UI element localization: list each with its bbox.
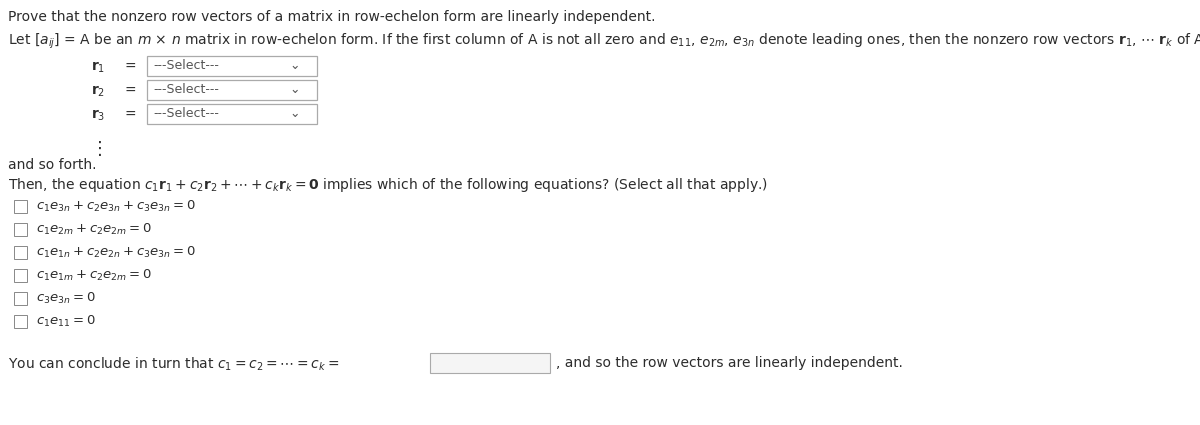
Text: ⋮: ⋮ (91, 140, 109, 158)
FancyBboxPatch shape (430, 353, 550, 373)
Text: $\mathbf{r}_1$: $\mathbf{r}_1$ (91, 60, 106, 75)
Text: Prove that the nonzero row vectors of a matrix in row-echelon form are linearly : Prove that the nonzero row vectors of a … (8, 10, 655, 24)
Text: ⌄: ⌄ (289, 83, 300, 96)
Text: You can conclude in turn that $c_1 = c_2 = \cdots = c_k = $: You can conclude in turn that $c_1 = c_2… (8, 356, 340, 374)
Text: $\mathbf{r}_2$: $\mathbf{r}_2$ (91, 84, 106, 99)
FancyBboxPatch shape (14, 223, 28, 236)
Text: , and so the row vectors are linearly independent.: , and so the row vectors are linearly in… (556, 356, 902, 370)
Text: ---Select---: ---Select--- (154, 107, 218, 120)
FancyBboxPatch shape (148, 104, 317, 124)
Text: ⌄: ⌄ (289, 107, 300, 120)
FancyBboxPatch shape (148, 56, 317, 76)
Text: Then, the equation $c_1\mathbf{r}_1 + c_2\mathbf{r}_2 + \cdots + c_k\mathbf{r}_k: Then, the equation $c_1\mathbf{r}_1 + c_… (8, 176, 768, 194)
FancyBboxPatch shape (14, 269, 28, 282)
Text: =: = (125, 108, 137, 122)
Text: Let $\left[a_{ij}\right]$ = A be an $m$ × $n$ matrix in row-echelon form. If the: Let $\left[a_{ij}\right]$ = A be an $m$ … (8, 32, 1200, 51)
FancyBboxPatch shape (14, 292, 28, 305)
Text: $c_1e_{2m} + c_2e_{2m} = 0$: $c_1e_{2m} + c_2e_{2m} = 0$ (36, 222, 151, 237)
Text: $c_1e_{3n} + c_2e_{3n} + c_3e_{3n} = 0$: $c_1e_{3n} + c_2e_{3n} + c_3e_{3n} = 0$ (36, 199, 196, 214)
Text: $\mathbf{r}_3$: $\mathbf{r}_3$ (91, 108, 106, 123)
Text: $c_1e_{1n} + c_2e_{2n} + c_3e_{3n} = 0$: $c_1e_{1n} + c_2e_{2n} + c_3e_{3n} = 0$ (36, 245, 196, 260)
FancyBboxPatch shape (14, 315, 28, 328)
Text: =: = (125, 84, 137, 98)
Text: ---Select---: ---Select--- (154, 59, 218, 72)
FancyBboxPatch shape (14, 200, 28, 213)
FancyBboxPatch shape (14, 246, 28, 259)
FancyBboxPatch shape (148, 80, 317, 100)
Text: $c_1e_{11} = 0$: $c_1e_{11} = 0$ (36, 314, 96, 329)
Text: ⌄: ⌄ (289, 59, 300, 72)
Text: and so forth.: and so forth. (8, 158, 96, 172)
Text: =: = (125, 60, 137, 74)
Text: $c_1e_{1m} + c_2e_{2m} = 0$: $c_1e_{1m} + c_2e_{2m} = 0$ (36, 268, 152, 283)
Text: ---Select---: ---Select--- (154, 83, 218, 96)
Text: $c_3e_{3n} = 0$: $c_3e_{3n} = 0$ (36, 291, 96, 306)
